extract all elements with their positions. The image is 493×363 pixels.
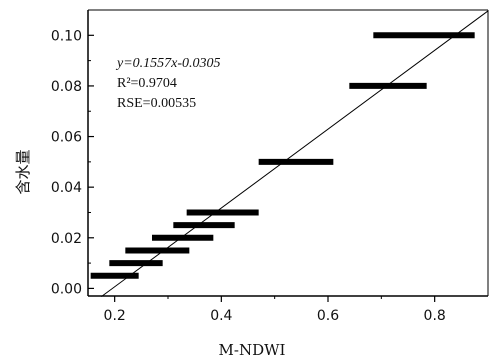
x-tick-label: 0.4 [210, 308, 232, 324]
x-tick-label: 0.6 [317, 308, 339, 324]
y-tick-label: 0.10 [51, 28, 82, 44]
x-axis-ticks: 0.2 0.4 0.6 0.8 [104, 296, 446, 324]
fit-rse: RSE=0.00535 [117, 96, 196, 111]
plot-frame [87, 9, 489, 297]
y-tick-label: 0.06 [51, 130, 82, 146]
x-tick-label: 0.2 [104, 308, 126, 324]
fit-equation: y=0.1557x-0.0305 [115, 56, 221, 71]
x-tick-label: 0.8 [424, 308, 446, 324]
y-tick-label: 0.02 [51, 231, 82, 247]
y-tick-label: 0.08 [51, 79, 82, 95]
y-axis-ticks: 0.00 0.02 0.04 0.06 0.08 0.10 [51, 28, 94, 297]
y-axis-title: 含水量 [14, 149, 32, 194]
y-tick-label: 0.04 [51, 180, 82, 196]
y-tick-label: 0.00 [51, 281, 82, 297]
x-axis-title: M-NDWI [219, 341, 286, 359]
fit-line-layer [101, 10, 489, 298]
fit-r-squared: R²=0.9704 [117, 76, 177, 91]
data-marks [90, 32, 475, 279]
regression-line [101, 10, 489, 298]
